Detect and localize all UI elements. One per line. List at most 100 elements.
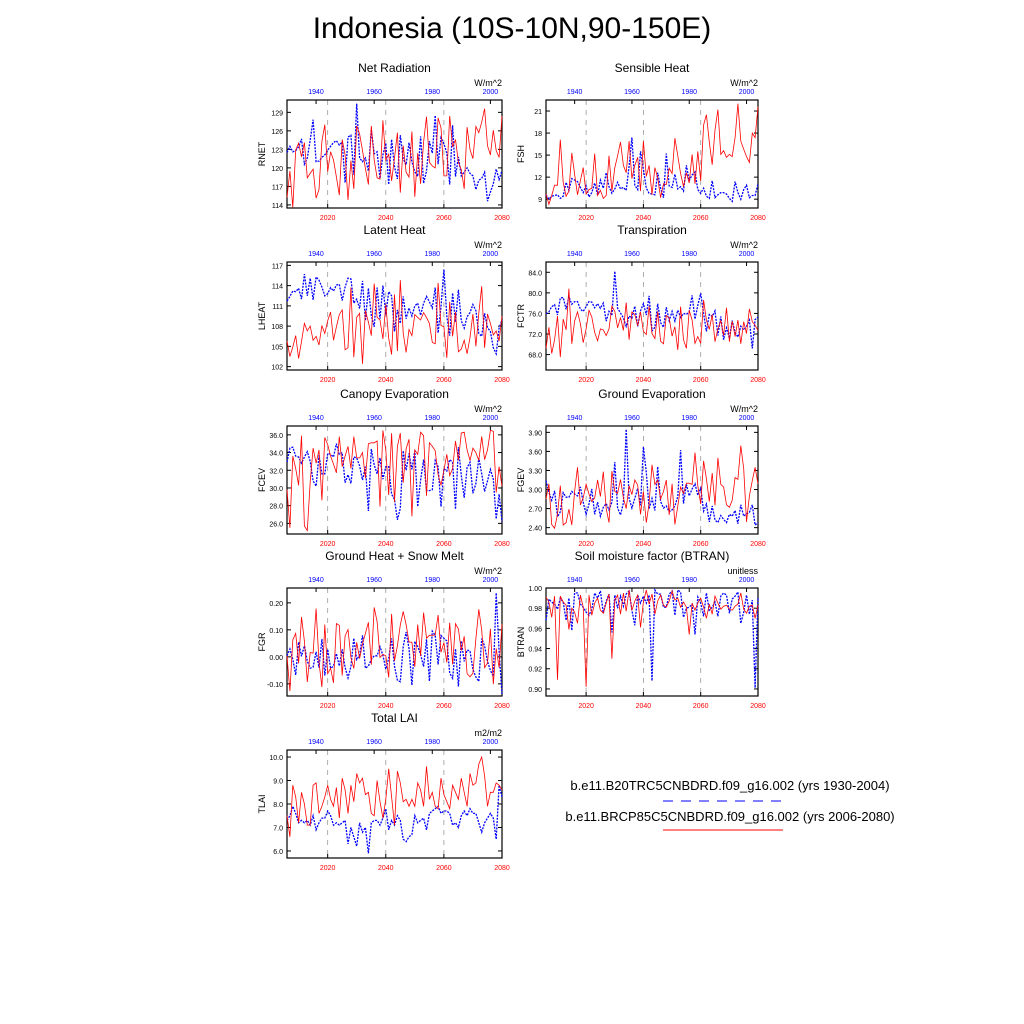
panel-1-axes-frame bbox=[286, 99, 503, 209]
panel-5-xtick-top-label: 1960 bbox=[366, 415, 382, 422]
panel-4-ytick-label: 68.0 bbox=[528, 353, 542, 360]
panel-6-ytick-label: 3.00 bbox=[528, 488, 542, 495]
panel-7-ytick-label: 0.00 bbox=[269, 655, 283, 662]
panel-3-ytick-label: 117 bbox=[272, 263, 283, 270]
panel-9-series-future bbox=[286, 755, 503, 837]
panel-5-title: Canopy Evaporation bbox=[340, 387, 449, 401]
panel-7-ylabel: FGR bbox=[257, 632, 267, 651]
panel-4-ytick-label: 80.0 bbox=[528, 291, 542, 298]
panel-4-ytick-label: 84.0 bbox=[528, 270, 542, 277]
panel-2-xtick-bottom-label: 2080 bbox=[750, 215, 766, 222]
panel-1-xtick-top-label: 1960 bbox=[366, 89, 382, 96]
panel-8-xtick-top-label: 1980 bbox=[681, 577, 697, 584]
panel-3-xtick-bottom-label: 2060 bbox=[436, 377, 452, 384]
panel-3-xtick-top-label: 1980 bbox=[424, 251, 440, 258]
panel-8-title: Soil moisture factor (BTRAN) bbox=[575, 549, 730, 563]
panel-4-axes-frame bbox=[545, 261, 759, 371]
figure-title: Indonesia (10S-10N,90-150E) bbox=[312, 12, 712, 45]
panel-7-ytick-label: 0.10 bbox=[269, 628, 283, 635]
panel-6-title: Ground Evaporation bbox=[598, 387, 705, 401]
panel-8-xtick-bottom-label: 2040 bbox=[636, 703, 652, 710]
panel-4-xtick-bottom-label: 2020 bbox=[578, 377, 594, 384]
panel-6-ytick-label: 2.40 bbox=[528, 526, 542, 533]
panel-3-title: Latent Heat bbox=[363, 223, 426, 237]
panel-9-ytick-label: 6.0 bbox=[273, 849, 283, 856]
panel-1-xtick-top-label: 1940 bbox=[308, 89, 324, 96]
panel-7-xtick-top-label: 2000 bbox=[483, 577, 499, 584]
panel-5-units-label: W/m^2 bbox=[474, 404, 502, 414]
panel-3-xtick-top-label: 1960 bbox=[366, 251, 382, 258]
panel-2-xtick-top-label: 2000 bbox=[739, 89, 755, 96]
panel-1-ytick-label: 123 bbox=[271, 147, 283, 154]
panel-2-ytick-label: 12 bbox=[534, 175, 542, 182]
panel-8-series-historical bbox=[545, 587, 759, 688]
panel-1-ytick-label: 114 bbox=[272, 203, 283, 210]
panel-4-ytick-label: 76.0 bbox=[528, 311, 542, 318]
panel-7-ytick-label: 0.20 bbox=[269, 601, 283, 608]
panel-2-axes-frame bbox=[545, 99, 759, 209]
panel-9-ytick-label: 8.0 bbox=[273, 802, 283, 809]
panel-6-xtick-bottom-label: 2060 bbox=[693, 541, 709, 548]
panel-5-series-future bbox=[286, 429, 503, 532]
panel-1-xtick-top-label: 1980 bbox=[424, 89, 440, 96]
panel-5-ytick-label: 32.0 bbox=[269, 468, 283, 475]
panel-9-xtick-bottom-label: 2040 bbox=[378, 865, 394, 872]
panel-7-xtick-top-label: 1940 bbox=[308, 577, 324, 584]
panel-3-ylabel: LHEAT bbox=[257, 301, 267, 330]
panel-9-ytick-label: 10.0 bbox=[269, 755, 283, 762]
panel-9-xtick-bottom-label: 2020 bbox=[320, 865, 336, 872]
panel-5-ylabel: FCEV bbox=[257, 468, 267, 492]
panel-8-ytick-label: 0.90 bbox=[528, 687, 542, 694]
panel-6-ytick-label: 3.60 bbox=[528, 449, 542, 456]
panel-3-ytick-label: 108 bbox=[271, 324, 283, 331]
panel-2-ytick-label: 21 bbox=[534, 109, 542, 116]
panel-4-xtick-bottom-label: 2060 bbox=[693, 377, 709, 384]
panel-7-xtick-bottom-label: 2080 bbox=[494, 703, 510, 710]
panel-1-xtick-bottom-label: 2040 bbox=[378, 215, 394, 222]
panel-3-units-label: W/m^2 bbox=[474, 240, 502, 250]
panel-3-xtick-bottom-label: 2020 bbox=[320, 377, 336, 384]
panel-6-xtick-top-label: 1960 bbox=[624, 415, 640, 422]
panel-5-axes-frame bbox=[286, 425, 503, 535]
panel-4-xtick-top-label: 1940 bbox=[567, 251, 583, 258]
panel-2-xtick-top-label: 1980 bbox=[681, 89, 697, 96]
panel-1-xtick-top-label: 2000 bbox=[483, 89, 499, 96]
panel-9-xtick-bottom-label: 2080 bbox=[494, 865, 510, 872]
panel-2-ytick-label: 15 bbox=[534, 153, 542, 160]
panel-4-xtick-top-label: 2000 bbox=[739, 251, 755, 258]
panel-6-xtick-bottom-label: 2040 bbox=[636, 541, 652, 548]
panel-2-ytick-label: 18 bbox=[534, 131, 542, 138]
panel-7-axes-frame bbox=[286, 587, 503, 697]
panel-3-axes-frame bbox=[286, 261, 503, 371]
panel-5-xtick-top-label: 2000 bbox=[483, 415, 499, 422]
panel-2-ylabel: FSH bbox=[516, 145, 526, 163]
panel-5-ytick-label: 30.0 bbox=[269, 486, 283, 493]
panel-1-units-label: W/m^2 bbox=[474, 78, 502, 88]
panel-8-ylabel: BTRAN bbox=[516, 627, 526, 658]
panel-8-ytick-label: 1.00 bbox=[528, 586, 542, 593]
panel-2-series-future bbox=[545, 103, 759, 206]
panel-3-xtick-top-label: 2000 bbox=[483, 251, 499, 258]
panel-2-units-label: W/m^2 bbox=[730, 78, 758, 88]
panel-8-ytick-label: 0.98 bbox=[528, 606, 542, 613]
panel-8-ytick-label: 0.94 bbox=[528, 647, 542, 654]
panel-6-ylabel: FGEV bbox=[516, 468, 526, 493]
panel-4-units-label: W/m^2 bbox=[730, 240, 758, 250]
panel-2-xtick-top-label: 1960 bbox=[624, 89, 640, 96]
panel-4-xtick-bottom-label: 2080 bbox=[750, 377, 766, 384]
panel-5-xtick-top-label: 1940 bbox=[308, 415, 324, 422]
panel-9-units-label: m2/m2 bbox=[474, 728, 502, 738]
panel-9-xtick-top-label: 1980 bbox=[424, 739, 440, 746]
panel-7-series-historical bbox=[286, 592, 503, 695]
panel-8-xtick-bottom-label: 2080 bbox=[750, 703, 766, 710]
panel-1-series-future bbox=[286, 108, 503, 208]
panel-7-xtick-bottom-label: 2040 bbox=[378, 703, 394, 710]
panel-5-ytick-label: 26.0 bbox=[269, 521, 283, 528]
panel-1-xtick-bottom-label: 2080 bbox=[494, 215, 510, 222]
legend-label-historical: b.e11.B20TRC5CNBDRD.f09_g16.002 (yrs 193… bbox=[570, 778, 890, 793]
panel-8-xtick-top-label: 2000 bbox=[739, 577, 755, 584]
panel-2-ytick-label: 9 bbox=[538, 197, 542, 204]
panel-1-ytick-label: 120 bbox=[271, 166, 283, 173]
panel-2-xtick-bottom-label: 2060 bbox=[693, 215, 709, 222]
panel-9-ytick-label: 7.0 bbox=[273, 825, 283, 832]
